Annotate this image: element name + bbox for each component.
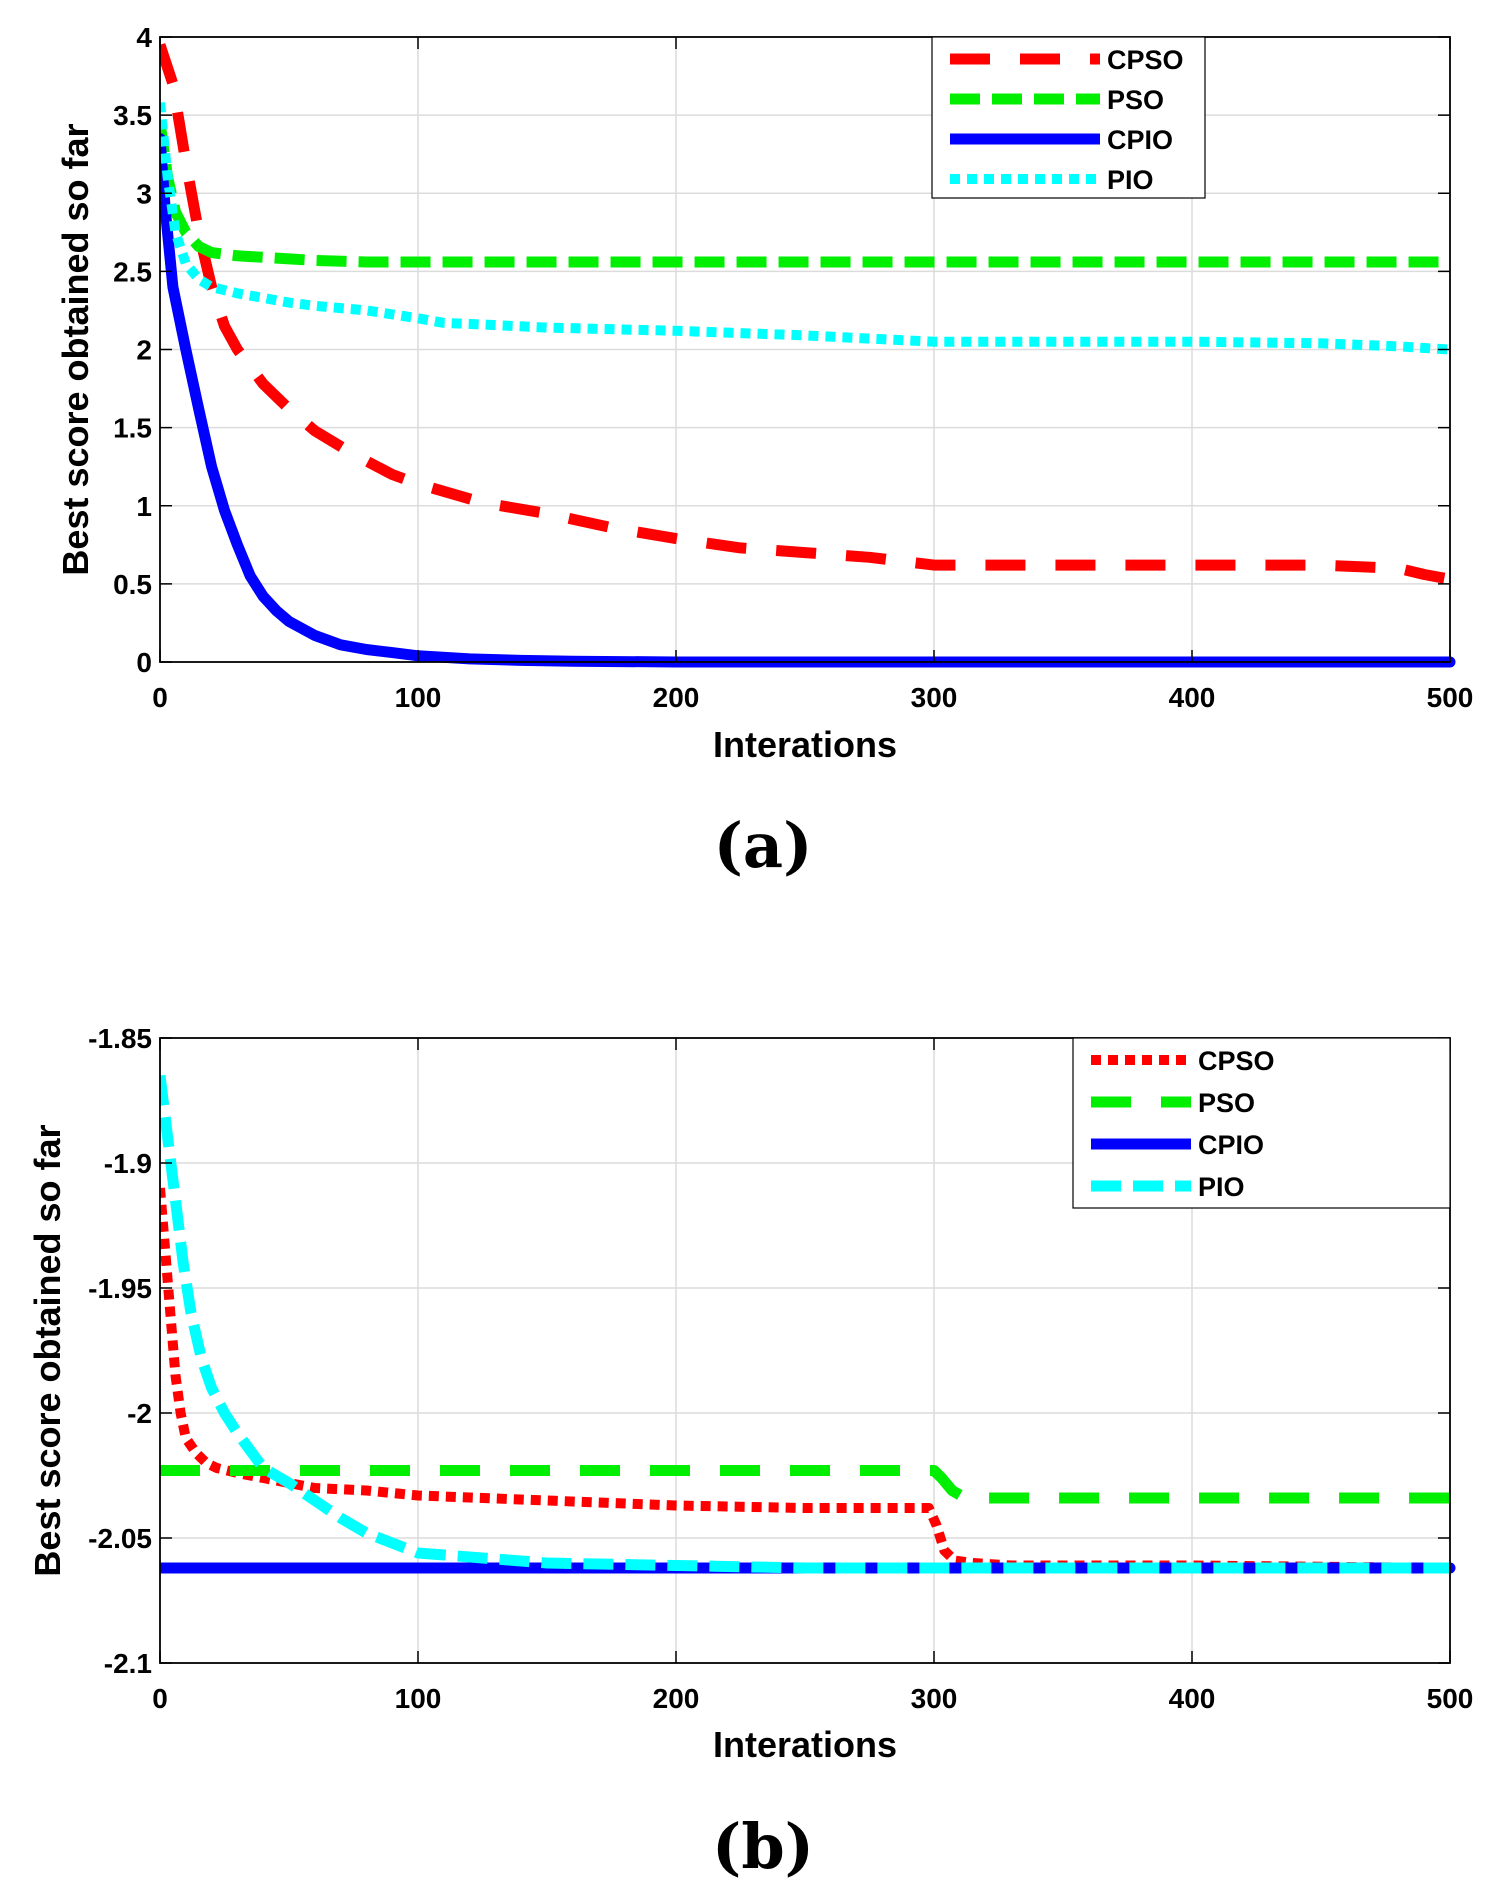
legend-label-pso: PSO bbox=[1107, 85, 1164, 115]
x-tick-label: 100 bbox=[395, 682, 442, 713]
y-tick-label: 0 bbox=[136, 647, 152, 678]
y-tick-label: -1.85 bbox=[88, 1023, 152, 1054]
legend-label-cpso: CPSO bbox=[1107, 45, 1184, 75]
legend-label-cpio: CPIO bbox=[1107, 125, 1173, 155]
y-tick-label: -1.9 bbox=[104, 1148, 152, 1179]
x-tick-label: 200 bbox=[653, 682, 700, 713]
series-line-pio-a bbox=[160, 102, 1451, 355]
x-axis-label-b: Interations bbox=[713, 1724, 897, 1765]
legend-label-pio: PIO bbox=[1107, 165, 1154, 195]
legend-label-pso: PSO bbox=[1198, 1088, 1255, 1118]
chart-panel-a: 0 100 200 300 400 500 0 0.5 1 1.5 2 2.5 3 3.5 4 Intera… bbox=[55, 22, 1473, 882]
x-tick-label: 100 bbox=[395, 1683, 442, 1714]
y-tick-label: 1 bbox=[136, 491, 152, 522]
y-axis-label-b: Best score obtained so far bbox=[27, 1124, 68, 1576]
y-tick-label: -2.1 bbox=[104, 1648, 152, 1679]
y-tick-label: 1.5 bbox=[113, 413, 152, 444]
y-tick-label: -1.95 bbox=[88, 1273, 152, 1304]
series-line-pso-b bbox=[160, 1465, 1450, 1504]
y-axis-label-a: Best score obtained so far bbox=[55, 123, 96, 575]
caption-a: (a) bbox=[714, 809, 813, 882]
y-tick-label: 2 bbox=[136, 335, 152, 366]
y-tick-label: -2.05 bbox=[88, 1523, 152, 1554]
series-line-cpso-b bbox=[160, 1187, 1451, 1573]
legend-b: CPSO PSO CPIO PIO bbox=[1072, 1037, 1451, 1209]
series-line-pio-b bbox=[160, 1074, 1450, 1574]
x-axis-label-a: Interations bbox=[713, 724, 897, 765]
y-tick-label: 0.5 bbox=[113, 569, 152, 600]
x-tick-label: 0 bbox=[152, 1683, 168, 1714]
series-line-cpso-a bbox=[160, 43, 1451, 585]
y-tick-label: 4 bbox=[136, 22, 152, 53]
x-tick-label: 400 bbox=[1169, 1683, 1216, 1714]
legend-label-pio: PIO bbox=[1198, 1172, 1245, 1202]
caption-b: (b) bbox=[712, 1810, 814, 1883]
x-tick-label: 400 bbox=[1169, 682, 1216, 713]
y-tick-label: -2 bbox=[127, 1398, 152, 1429]
chart-panel-b: 0 100 200 300 400 500 -2.1 -2.05 -2 -1.95 -1.9 -1.8… bbox=[27, 1023, 1473, 1883]
legend-label-cpio: CPIO bbox=[1198, 1130, 1264, 1160]
series-line-pso-a bbox=[160, 122, 1450, 268]
x-tick-label: 200 bbox=[653, 1683, 700, 1714]
x-tick-label: 500 bbox=[1427, 1683, 1474, 1714]
legend-label-cpso: CPSO bbox=[1198, 1046, 1275, 1076]
x-tick-label: 500 bbox=[1427, 682, 1474, 713]
y-tick-label: 3.5 bbox=[113, 100, 152, 131]
y-tick-label: 3 bbox=[136, 178, 152, 209]
legend-a: CPSO PSO CPIO PIO bbox=[931, 36, 1206, 199]
x-tick-label: 300 bbox=[911, 1683, 958, 1714]
x-tick-label: 300 bbox=[911, 682, 958, 713]
x-tick-label: 0 bbox=[152, 682, 168, 713]
y-tick-label: 2.5 bbox=[113, 256, 152, 287]
